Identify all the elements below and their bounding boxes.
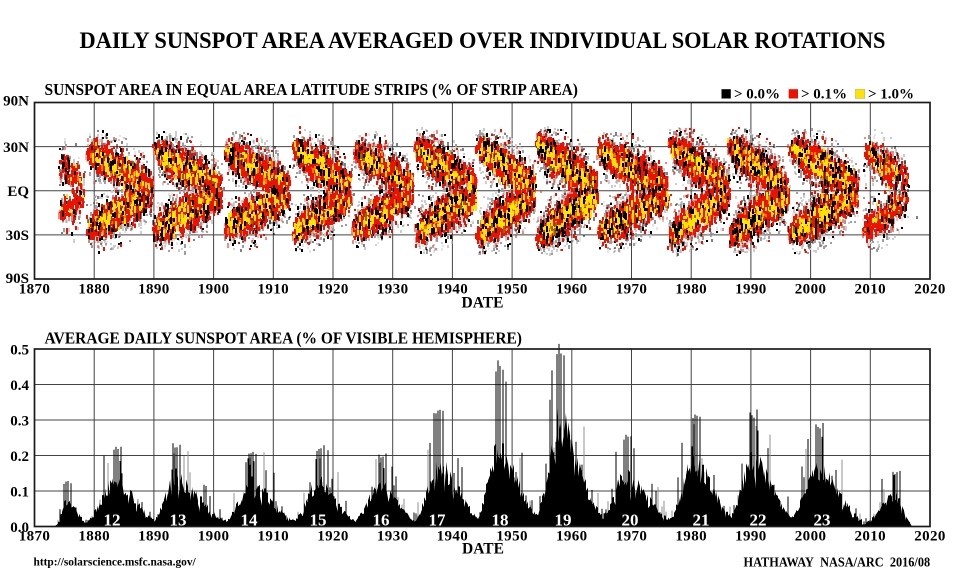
svg-text:1940: 1940	[437, 529, 469, 545]
svg-text:AVERAGE DAILY SUNSPOT AREA (%: AVERAGE DAILY SUNSPOT AREA (% OF VISIBLE…	[45, 329, 522, 348]
svg-text:1880: 1880	[78, 282, 110, 298]
svg-text:21: 21	[693, 511, 710, 530]
svg-text:30S: 30S	[6, 228, 29, 244]
svg-text:90N: 90N	[3, 94, 29, 110]
svg-text:HATHAWAY NASA/ARC 2016/08: HATHAWAY NASA/ARC 2016/08	[744, 554, 931, 570]
svg-text:30N: 30N	[3, 140, 29, 156]
svg-text:1980: 1980	[675, 529, 707, 545]
svg-text:17: 17	[429, 511, 447, 530]
svg-text:0.4: 0.4	[10, 378, 29, 394]
svg-text:20: 20	[622, 511, 639, 530]
svg-text:0.5: 0.5	[10, 342, 29, 358]
svg-text:2010: 2010	[854, 282, 886, 298]
svg-text:0.2: 0.2	[10, 449, 29, 465]
svg-text:1980: 1980	[675, 282, 707, 298]
svg-text:1900: 1900	[198, 282, 230, 298]
svg-text:1930: 1930	[377, 529, 409, 545]
svg-text:DATE: DATE	[462, 295, 504, 312]
svg-text:1970: 1970	[616, 529, 648, 545]
svg-text:1940: 1940	[437, 282, 469, 298]
svg-text:16: 16	[373, 511, 390, 530]
svg-text:12: 12	[104, 511, 121, 530]
svg-text:0.0: 0.0	[10, 520, 29, 536]
svg-text:19: 19	[555, 511, 572, 530]
svg-text:2020: 2020	[914, 529, 946, 545]
svg-text:1970: 1970	[616, 282, 648, 298]
svg-text:1910: 1910	[257, 282, 289, 298]
svg-text:13: 13	[170, 511, 187, 530]
svg-text:2020: 2020	[914, 282, 946, 298]
svg-text:1950: 1950	[496, 282, 528, 298]
svg-text:1890: 1890	[138, 529, 170, 545]
svg-text:1990: 1990	[735, 282, 767, 298]
svg-text:> 1.0%: > 1.0%	[868, 87, 914, 103]
svg-text:1920: 1920	[317, 282, 349, 298]
svg-text:2000: 2000	[795, 529, 827, 545]
svg-text:90S: 90S	[6, 271, 29, 287]
svg-text:0.1: 0.1	[10, 484, 29, 500]
svg-text:1870: 1870	[19, 282, 51, 298]
svg-text:> 0.0%: > 0.0%	[734, 87, 780, 103]
svg-text:18: 18	[492, 511, 509, 530]
svg-text:DAILY SUNSPOT AREA AVERAGED OV: DAILY SUNSPOT AREA AVERAGED OVER INDIVID…	[80, 26, 886, 53]
svg-text:1930: 1930	[377, 282, 409, 298]
svg-text:http://solarscience.msfc.nasa.: http://solarscience.msfc.nasa.gov/	[34, 555, 197, 568]
svg-text:2010: 2010	[854, 529, 886, 545]
svg-text:0.3: 0.3	[10, 413, 29, 429]
svg-text:2000: 2000	[795, 282, 827, 298]
svg-text:1920: 1920	[317, 529, 349, 545]
svg-text:15: 15	[310, 511, 327, 530]
svg-text:SUNSPOT AREA IN EQUAL AREA LAT: SUNSPOT AREA IN EQUAL AREA LATITUDE STRI…	[45, 80, 578, 99]
svg-text:1900: 1900	[198, 529, 230, 545]
svg-text:1890: 1890	[138, 282, 170, 298]
svg-text:> 0.1%: > 0.1%	[801, 87, 847, 103]
svg-text:1960: 1960	[556, 282, 588, 298]
svg-text:1950: 1950	[496, 529, 528, 545]
svg-text:1910: 1910	[257, 529, 289, 545]
svg-text:1870: 1870	[19, 529, 51, 545]
svg-text:1880: 1880	[78, 529, 110, 545]
svg-text:1960: 1960	[556, 529, 588, 545]
svg-text:EQ: EQ	[7, 184, 29, 200]
svg-text:1990: 1990	[735, 529, 767, 545]
svg-text:DATE: DATE	[462, 541, 504, 558]
svg-text:22: 22	[750, 511, 767, 530]
svg-text:14: 14	[241, 511, 259, 530]
svg-text:23: 23	[814, 511, 831, 530]
